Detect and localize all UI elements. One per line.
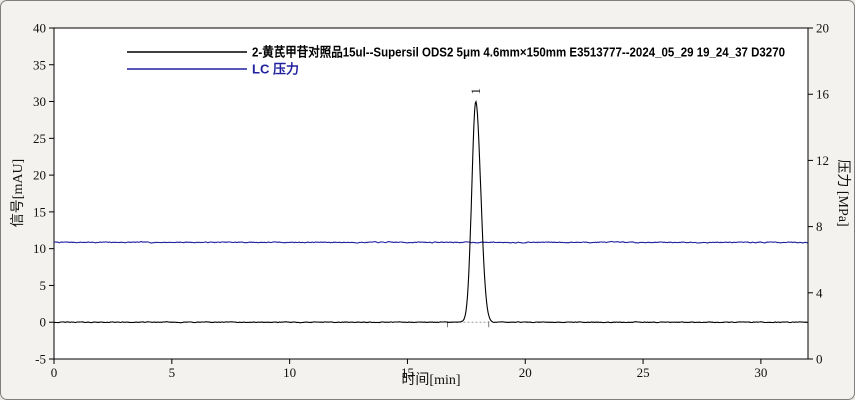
y-left-tick-label: 40 xyxy=(33,21,46,36)
pressure-trace xyxy=(53,240,808,244)
x-tick-label: 20 xyxy=(519,365,532,380)
y-left-tick-label: 35 xyxy=(33,57,46,72)
legend: 2-黄芪甲苷对照品15ul--Supersil ODS2 5μm 4.6mm×1… xyxy=(127,45,785,77)
y-right-tick-label: 0 xyxy=(816,352,823,367)
legend-signal-label: 2-黄芪甲苷对照品15ul--Supersil ODS2 5μm 4.6mm×1… xyxy=(252,45,785,60)
y-axis-left-ticks: -5 0 5 10 15 20 25 30 35 40 xyxy=(33,21,54,367)
y-right-tick-label: 4 xyxy=(816,285,823,300)
y-left-tick-label: 25 xyxy=(33,131,46,146)
y-left-tick-label: 20 xyxy=(33,168,46,183)
y-right-tick-label: 8 xyxy=(816,219,823,234)
y-left-tick-label: 0 xyxy=(40,315,47,330)
y-left-tick-label: 10 xyxy=(33,241,46,256)
y-axis-left-title: 信号[mAU] xyxy=(10,159,26,227)
peak-number-label: 1 xyxy=(468,88,483,95)
legend-pressure-label: LC 压力 xyxy=(252,62,299,77)
peak-labels: 1 xyxy=(468,88,483,95)
x-tick-label: 30 xyxy=(754,365,767,380)
y-right-tick-label: 20 xyxy=(816,21,829,36)
plot-area xyxy=(53,27,809,360)
y-left-tick-label: 15 xyxy=(33,204,46,219)
x-axis-title: 时间[min] xyxy=(401,372,460,388)
y-right-tick-label: 12 xyxy=(816,153,829,168)
y-left-tick-label: 5 xyxy=(40,278,47,293)
x-axis-ticks: 0 5 10 15 20 25 30 xyxy=(51,359,767,380)
y-axis-right-title: 压力 [MPa] xyxy=(835,159,851,226)
x-tick-label: 0 xyxy=(51,365,58,380)
y-right-tick-label: 16 xyxy=(816,87,830,102)
x-tick-label: 10 xyxy=(283,365,296,380)
x-tick-label: 5 xyxy=(169,365,176,380)
y-left-tick-label: 30 xyxy=(33,94,46,109)
y-axis-right-ticks: 0 4 8 12 16 20 xyxy=(808,21,830,367)
x-tick-label: 15 xyxy=(401,365,414,380)
signal-trace xyxy=(53,99,808,324)
y-left-tick-label: -5 xyxy=(35,352,46,367)
x-tick-label: 25 xyxy=(637,365,650,380)
